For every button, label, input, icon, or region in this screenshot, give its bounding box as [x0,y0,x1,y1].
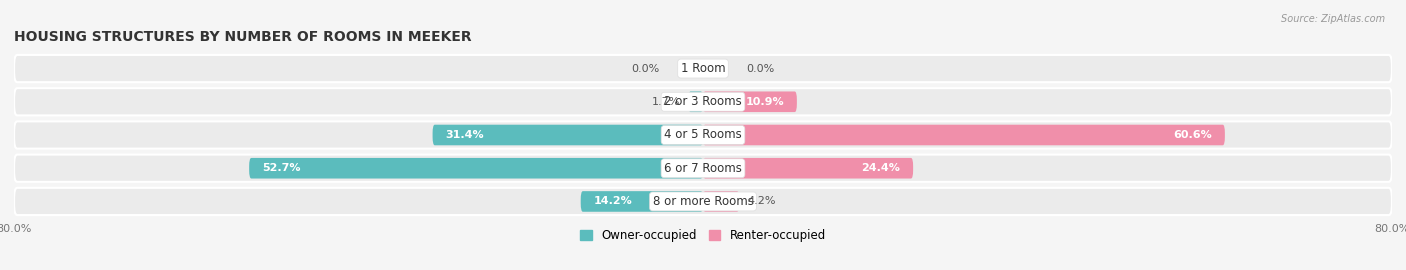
FancyBboxPatch shape [14,122,1392,148]
Text: 4.2%: 4.2% [748,197,776,207]
FancyBboxPatch shape [433,125,703,145]
Text: 24.4%: 24.4% [862,163,900,173]
FancyBboxPatch shape [703,191,740,212]
Legend: Owner-occupied, Renter-occupied: Owner-occupied, Renter-occupied [575,224,831,247]
FancyBboxPatch shape [581,191,703,212]
Text: HOUSING STRUCTURES BY NUMBER OF ROOMS IN MEEKER: HOUSING STRUCTURES BY NUMBER OF ROOMS IN… [14,30,471,44]
Text: Source: ZipAtlas.com: Source: ZipAtlas.com [1281,14,1385,23]
Text: 8 or more Rooms: 8 or more Rooms [652,195,754,208]
FancyBboxPatch shape [703,92,797,112]
Text: 4 or 5 Rooms: 4 or 5 Rooms [664,129,742,141]
FancyBboxPatch shape [14,155,1392,182]
FancyBboxPatch shape [703,125,1225,145]
Text: 60.6%: 60.6% [1173,130,1212,140]
FancyBboxPatch shape [14,88,1392,115]
Text: 6 or 7 Rooms: 6 or 7 Rooms [664,162,742,175]
Text: 52.7%: 52.7% [262,163,301,173]
Text: 1 Room: 1 Room [681,62,725,75]
Text: 2 or 3 Rooms: 2 or 3 Rooms [664,95,742,108]
Text: 14.2%: 14.2% [593,197,633,207]
FancyBboxPatch shape [703,158,912,178]
FancyBboxPatch shape [249,158,703,178]
Text: 1.7%: 1.7% [651,97,679,107]
FancyBboxPatch shape [14,55,1392,82]
Text: 31.4%: 31.4% [446,130,484,140]
Text: 0.0%: 0.0% [631,63,659,73]
FancyBboxPatch shape [14,188,1392,215]
Text: 0.0%: 0.0% [747,63,775,73]
FancyBboxPatch shape [689,92,703,112]
Text: 10.9%: 10.9% [745,97,785,107]
